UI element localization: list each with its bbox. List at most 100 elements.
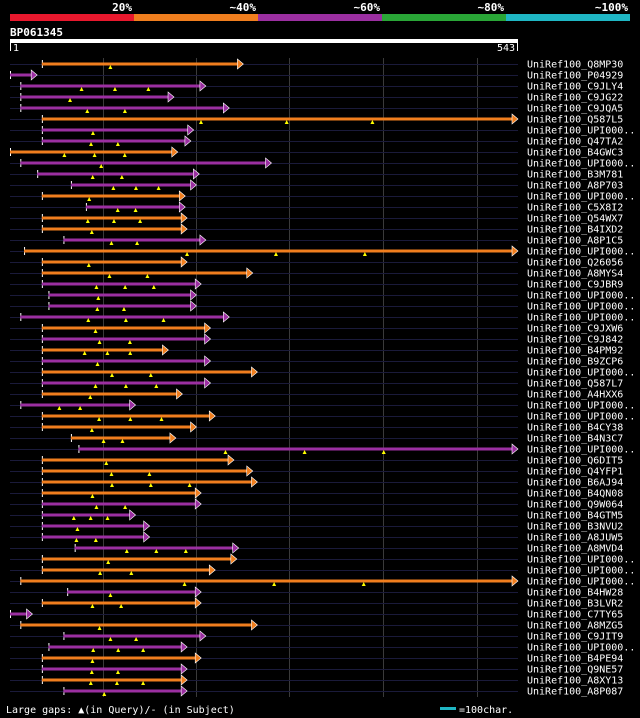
hit-row[interactable]: UniRef100_UPI000.. bbox=[41, 366, 636, 379]
hit-label[interactable]: UniRef100_B3NVU2 bbox=[527, 522, 623, 533]
hit-label[interactable]: UniRef100_B4CY38 bbox=[527, 423, 623, 434]
hit-row[interactable]: UniRef100_Q4YFP1 bbox=[41, 465, 623, 478]
hit-row[interactable]: UniRef100_Q54WX7 bbox=[41, 212, 623, 225]
hit-row[interactable]: UniRef100_C9J842 bbox=[41, 333, 623, 346]
hit-label[interactable]: UniRef100_B4GTM5 bbox=[527, 511, 623, 522]
hit-bar[interactable] bbox=[41, 678, 183, 682]
hit-row[interactable]: UniRef100_B9ZCP6 bbox=[41, 355, 623, 368]
hit-label[interactable]: UniRef100_UPI000.. bbox=[527, 192, 635, 203]
hit-bar[interactable] bbox=[41, 194, 181, 198]
hit-label[interactable]: UniRef100_Q9W064 bbox=[527, 500, 623, 511]
hit-label[interactable]: UniRef100_UPI000.. bbox=[527, 313, 635, 324]
hit-bar[interactable] bbox=[10, 150, 173, 154]
hit-label[interactable]: UniRef100_UPI000.. bbox=[527, 159, 635, 170]
hit-row[interactable]: UniRef100_A8XY13 bbox=[41, 674, 623, 687]
hit-bar[interactable] bbox=[41, 491, 197, 495]
hit-bar[interactable] bbox=[41, 667, 183, 671]
hit-bar[interactable] bbox=[41, 370, 253, 374]
hit-bar[interactable] bbox=[20, 161, 267, 165]
hit-row[interactable]: UniRef100_UPI000.. bbox=[78, 443, 635, 456]
hit-bar[interactable] bbox=[20, 84, 201, 88]
hit-bar[interactable] bbox=[41, 656, 197, 660]
hit-row[interactable]: UniRef100_UPI000.. bbox=[20, 575, 635, 588]
hit-bar[interactable] bbox=[85, 205, 181, 209]
hit-row[interactable]: UniRef100_UPI000.. bbox=[41, 564, 636, 577]
hit-label[interactable]: UniRef100_B4HW28 bbox=[527, 588, 623, 599]
hit-row[interactable]: UniRef100_A8JUW5 bbox=[41, 531, 623, 544]
hit-label[interactable]: UniRef100_UPI000.. bbox=[527, 445, 635, 456]
hit-label[interactable]: UniRef100_C7TY65 bbox=[527, 610, 623, 621]
hit-label[interactable]: UniRef100_A8XY13 bbox=[527, 676, 623, 687]
hit-label[interactable]: UniRef100_A8P087 bbox=[527, 687, 623, 698]
hit-row[interactable]: UniRef100_B3M781 bbox=[37, 168, 623, 181]
hit-row[interactable]: UniRef100_UPI000.. bbox=[48, 641, 635, 654]
hit-bar[interactable] bbox=[20, 623, 253, 627]
hit-label[interactable]: UniRef100_Q26056 bbox=[527, 258, 623, 269]
hit-row[interactable]: UniRef100_A8MVD4 bbox=[74, 542, 624, 555]
hit-row[interactable]: UniRef100_Q47TA2 bbox=[41, 135, 623, 148]
hit-label[interactable]: UniRef100_C9JBR9 bbox=[527, 280, 623, 291]
hit-label[interactable]: UniRef100_B4IXD2 bbox=[527, 225, 623, 236]
hit-label[interactable]: UniRef100_Q587L5 bbox=[527, 115, 623, 126]
hit-row[interactable]: UniRef100_UPI000.. bbox=[20, 311, 635, 324]
hit-bar[interactable] bbox=[20, 403, 131, 407]
hit-label[interactable]: UniRef100_B4N3C7 bbox=[527, 434, 623, 445]
hit-row[interactable]: UniRef100_UPI000.. bbox=[48, 300, 635, 313]
hit-label[interactable]: UniRef100_C9JIT9 bbox=[527, 632, 623, 643]
hit-row[interactable]: UniRef100_C9JLY4 bbox=[20, 80, 623, 93]
hit-bar[interactable] bbox=[41, 601, 197, 605]
hit-row[interactable]: UniRef100_P04929 bbox=[10, 69, 623, 82]
hit-label[interactable]: UniRef100_UPI000.. bbox=[527, 577, 635, 588]
hit-bar[interactable] bbox=[48, 304, 192, 308]
hit-bar[interactable] bbox=[41, 260, 183, 264]
hit-row[interactable]: UniRef100_B4PM92 bbox=[41, 344, 623, 357]
hit-label[interactable]: UniRef100_UPI000.. bbox=[527, 302, 635, 313]
hit-label[interactable]: UniRef100_B4QN08 bbox=[527, 489, 623, 500]
hit-row[interactable]: UniRef100_A8P703 bbox=[70, 179, 623, 192]
hit-bar[interactable] bbox=[10, 612, 28, 616]
hit-label[interactable]: UniRef100_UPI000.. bbox=[527, 412, 635, 423]
hit-bar[interactable] bbox=[74, 546, 234, 550]
hit-label[interactable]: UniRef100_A8JUW5 bbox=[527, 533, 623, 544]
hit-label[interactable]: UniRef100_Q6DIT5 bbox=[527, 456, 623, 467]
hit-bar[interactable] bbox=[10, 73, 33, 77]
hit-row[interactable]: UniRef100_B4HW28 bbox=[67, 586, 623, 599]
hit-bar[interactable] bbox=[70, 436, 171, 440]
hit-label[interactable]: UniRef100_A8MVD4 bbox=[527, 544, 623, 555]
hit-bar[interactable] bbox=[41, 216, 183, 220]
hit-row[interactable]: UniRef100_C7TY65 bbox=[10, 608, 623, 621]
hit-label[interactable]: UniRef100_UPI000.. bbox=[527, 291, 635, 302]
hit-label[interactable]: UniRef100_C9JG22 bbox=[527, 93, 623, 104]
hit-label[interactable]: UniRef100_B3M781 bbox=[527, 170, 623, 181]
hit-label[interactable]: UniRef100_A8MZG5 bbox=[527, 621, 623, 632]
hit-row[interactable]: UniRef100_C9JG22 bbox=[20, 91, 623, 104]
hit-bar[interactable] bbox=[41, 139, 186, 143]
hit-row[interactable]: UniRef100_UPI000.. bbox=[48, 289, 635, 302]
hit-bar[interactable] bbox=[41, 359, 206, 363]
hit-bar[interactable] bbox=[63, 634, 201, 638]
hit-label[interactable]: UniRef100_A8P703 bbox=[527, 181, 623, 192]
hit-label[interactable]: UniRef100_C9JQA5 bbox=[527, 104, 623, 115]
hit-row[interactable]: UniRef100_UPI000.. bbox=[20, 399, 635, 412]
hit-row[interactable]: UniRef100_A8P1C5 bbox=[63, 234, 623, 247]
hit-bar[interactable] bbox=[41, 568, 211, 572]
hit-label[interactable]: UniRef100_UPI000.. bbox=[527, 368, 635, 379]
hit-row[interactable]: UniRef100_C9JIT9 bbox=[63, 630, 623, 643]
hit-bar[interactable] bbox=[67, 590, 197, 594]
hit-bar[interactable] bbox=[48, 293, 192, 297]
hit-bar[interactable] bbox=[41, 348, 164, 352]
hit-row[interactable]: UniRef100_UPI000.. bbox=[41, 190, 636, 203]
hit-bar[interactable] bbox=[41, 326, 206, 330]
hit-bar[interactable] bbox=[41, 227, 183, 231]
hit-row[interactable]: UniRef100_A8MZG5 bbox=[20, 619, 623, 632]
hit-row[interactable]: UniRef100_Q587L5 bbox=[41, 113, 623, 126]
hit-bar[interactable] bbox=[41, 557, 232, 561]
hit-row[interactable]: UniRef100_Q6DIT5 bbox=[41, 454, 623, 467]
hit-bar[interactable] bbox=[41, 458, 230, 462]
hit-row[interactable]: UniRef100_Q9W064 bbox=[41, 498, 623, 511]
hit-label[interactable]: UniRef100_UPI000.. bbox=[527, 126, 635, 137]
hit-label[interactable]: UniRef100_UPI000.. bbox=[527, 555, 635, 566]
hit-label[interactable]: UniRef100_B4GWC3 bbox=[527, 148, 623, 159]
hit-bar[interactable] bbox=[41, 337, 206, 341]
hit-label[interactable]: UniRef100_UPI000.. bbox=[527, 643, 635, 654]
